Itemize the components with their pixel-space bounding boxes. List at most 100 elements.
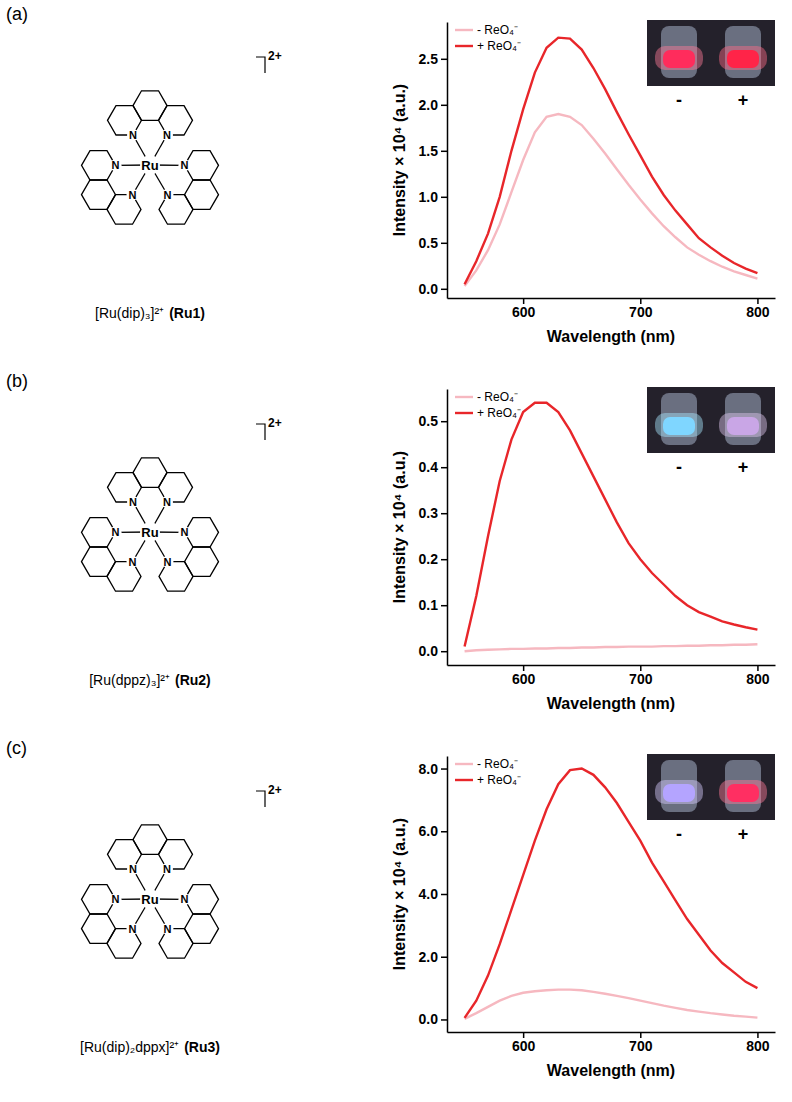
charge-bracket [256, 57, 265, 73]
donor-atom: N [181, 526, 189, 538]
y-axis-title: Intensity × 10⁴ (a.u.) [391, 818, 408, 970]
structure: NNNNNNRu2+ [82, 416, 282, 591]
panel-label: (a) [6, 4, 28, 24]
x-tick-label: 600 [512, 1038, 536, 1054]
x-tick: 800 [746, 1032, 770, 1054]
tube-solution [727, 50, 759, 68]
atom-backdrop [161, 556, 173, 568]
legend-swatch [455, 763, 473, 765]
y-tick-label: 2.0 [419, 97, 439, 113]
x-axis-line [448, 1032, 776, 1034]
y-axis: 0.02.04.06.08.0 [419, 757, 448, 1033]
x-tick-label: 700 [629, 671, 653, 687]
tube-glass [661, 393, 697, 445]
structure: NNNNNNRu2+ [82, 783, 282, 958]
legend-label: + ReO₄⁻ [477, 39, 521, 53]
y-tick: 0.0 [419, 1011, 447, 1027]
y-tick-label: 0.2 [419, 551, 439, 567]
x-tick: 600 [512, 665, 536, 687]
y-tick-label: 0.4 [419, 459, 439, 475]
y-tick: 0.3 [419, 505, 447, 521]
structure: NNNNNNRu2+ [82, 49, 282, 224]
atom-backdrop [127, 129, 139, 141]
donor-atom: N [129, 496, 137, 508]
tube-solution [727, 417, 759, 435]
compound-formula: [Ru(dip)₂dppx]²⁺ [80, 1039, 179, 1055]
tube-glow [655, 413, 703, 437]
y-tick-mark [441, 151, 447, 153]
x-tick-label: 800 [746, 1038, 770, 1054]
tube-solution [727, 784, 759, 802]
y-tick-mark [441, 197, 447, 199]
atom-backdrop [161, 863, 173, 875]
y-tick-label: 0.5 [419, 413, 439, 429]
ring [133, 91, 167, 121]
donor-atom: N [163, 496, 171, 508]
legend-label: - ReO₄⁻ [477, 23, 518, 37]
atom-backdrop [110, 526, 122, 538]
y-tick: 2.0 [419, 97, 447, 113]
ring [133, 458, 167, 488]
y-tick-label: 2.0 [419, 949, 439, 965]
panel: (b)NNNNNNRu2+[Ru(dppz)₃]²⁺(Ru2)600700800… [6, 371, 776, 712]
y-tick: 1.0 [419, 189, 447, 205]
inset-photo: -+ [647, 387, 775, 477]
donor-atom: N [181, 893, 189, 905]
donor-atom: N [163, 129, 171, 141]
legend-swatch [455, 29, 473, 31]
atom-backdrop [161, 496, 173, 508]
y-axis: 0.00.51.01.52.02.5 [419, 23, 448, 299]
inset-label: - [676, 824, 682, 844]
y-tick: 0.0 [419, 281, 447, 297]
legend-swatch [455, 45, 473, 47]
atom-backdrop [178, 893, 190, 905]
x-tick-label: 600 [512, 304, 536, 320]
atom-backdrop [127, 496, 139, 508]
compound-code: (Ru3) [184, 1039, 220, 1055]
tube-glass [725, 393, 761, 445]
y-tick-label: 1.0 [419, 189, 439, 205]
tube-glass [725, 760, 761, 812]
charge: 2+ [268, 416, 282, 430]
x-tick: 600 [512, 1032, 536, 1054]
atom-backdrop [161, 189, 173, 201]
y-tick-mark [441, 956, 447, 958]
ring [82, 180, 116, 209]
tube-solution [663, 50, 695, 68]
compound-formula: [Ru(dip)₃]²⁺ [95, 305, 164, 321]
inset-label: + [738, 457, 749, 477]
y-axis-line [447, 390, 449, 666]
legend-label: + ReO₄⁻ [477, 773, 521, 787]
y-tick: 0.5 [419, 235, 447, 251]
ligand-rings [82, 825, 219, 958]
x-tick-label: 700 [629, 1038, 653, 1054]
bonds [116, 869, 185, 929]
x-axis: 600700800 [448, 298, 776, 320]
panel: (a)NNNNNNRu2+[Ru(dip)₃]²⁺(Ru1)6007008000… [6, 4, 776, 345]
atom-backdrop [127, 556, 139, 568]
x-tick: 700 [629, 298, 653, 320]
y-axis-title: Intensity × 10⁴ (a.u.) [391, 84, 408, 236]
metal-atom: Ru [141, 158, 158, 173]
y-tick-label: 0.0 [419, 1011, 439, 1027]
y-tick-mark [441, 59, 447, 61]
y-tick: 0.5 [419, 413, 447, 429]
y-tick-mark [441, 768, 447, 770]
donor-atom: N [129, 189, 137, 201]
legend-swatch [455, 396, 473, 398]
tube-solution [663, 784, 695, 802]
y-tick-label: 1.5 [419, 143, 439, 159]
ring [185, 180, 219, 209]
inset-photo: -+ [647, 20, 775, 110]
y-tick-label: 8.0 [419, 761, 439, 777]
figure: (a)NNNNNNRu2+[Ru(dip)₃]²⁺(Ru1)6007008000… [0, 0, 792, 1102]
legend: - ReO₄⁻+ ReO₄⁻ [455, 757, 521, 787]
bonds [116, 502, 185, 562]
y-tick-mark [441, 467, 447, 469]
y-tick: 2.0 [419, 949, 447, 965]
tube-glass [661, 26, 697, 78]
figure-svg: (a)NNNNNNRu2+[Ru(dip)₃]²⁺(Ru1)6007008000… [0, 0, 792, 1102]
metal-backdrop [140, 155, 160, 175]
donor-atom: N [164, 923, 172, 935]
atom-backdrop [161, 923, 173, 935]
